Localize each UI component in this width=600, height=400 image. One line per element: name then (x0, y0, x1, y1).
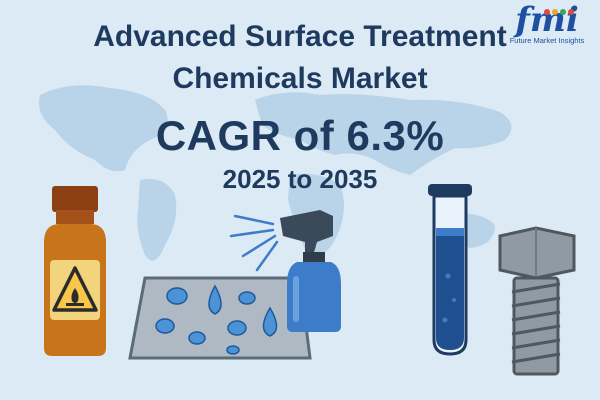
logo-dots (544, 2, 576, 20)
droplet-plate-icon (128, 276, 312, 360)
hazard-bottle-icon (44, 186, 106, 356)
logo-tagline: Future Market Insights (509, 36, 585, 45)
fmi-logo: fmi Future Market Insights (500, 2, 594, 45)
logo-dot (552, 9, 558, 15)
spray-bottle-icon (229, 210, 341, 332)
year-range-label: 2025 to 2035 (222, 164, 378, 194)
cagr-label: CAGR of 6.3% (155, 112, 445, 159)
bolt-icon (498, 226, 576, 376)
title-line-2: Chemicals Market (172, 62, 428, 95)
logo-dot (568, 9, 574, 15)
logo-mark: fmi (515, 0, 579, 40)
title-line-1: Advanced Surface Treatment (93, 20, 507, 53)
logo-dot (544, 9, 550, 15)
logo-dot (560, 9, 566, 15)
test-tube-icon (428, 184, 472, 356)
